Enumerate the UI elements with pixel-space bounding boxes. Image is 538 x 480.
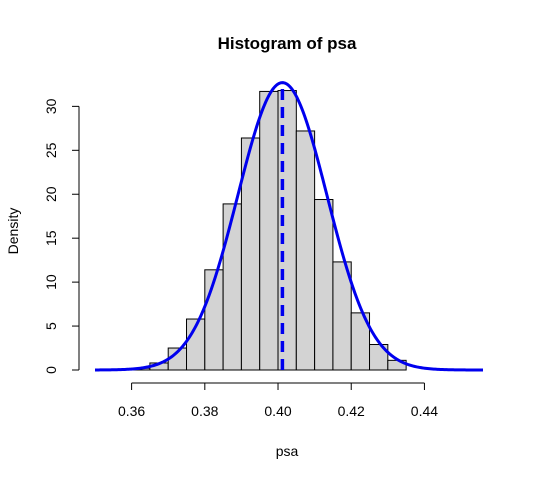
y-tick-label-3: 15 — [43, 230, 59, 246]
histogram-bar-12 — [350, 312, 371, 371]
x-tick-label-4: 0.44 — [411, 403, 438, 419]
y-tick-label-1: 5 — [43, 322, 59, 330]
y-tick-label-0: 0 — [43, 366, 59, 374]
y-tick-label-4: 20 — [43, 186, 59, 202]
density-curve — [94, 81, 484, 372]
x-tick-label-3: 0.42 — [338, 403, 365, 419]
histogram-bars — [131, 90, 407, 371]
histogram-bar-9 — [295, 130, 316, 371]
histogram-bar-5 — [222, 203, 242, 371]
x-tick-label-1: 0.38 — [191, 403, 218, 419]
y-axis: 0 5 10 15 20 25 30 — [43, 98, 80, 374]
y-tick-label-6: 30 — [43, 98, 59, 114]
histogram-bar-13 — [369, 344, 389, 371]
y-tick-label-2: 10 — [43, 274, 59, 290]
x-axis: 0.36 0.38 0.40 0.42 0.44 — [118, 382, 438, 419]
chart-title: Histogram of psa — [218, 34, 357, 53]
x-tick-label-2: 0.40 — [264, 403, 291, 419]
histogram-bar-7 — [259, 90, 279, 371]
histogram-bar-10 — [314, 199, 334, 371]
y-tick-label-5: 25 — [43, 142, 59, 158]
y-axis-label: Density — [5, 208, 21, 255]
density-curve-layer — [94, 81, 484, 372]
x-axis-label: psa — [276, 443, 299, 459]
x-tick-label-0: 0.36 — [118, 403, 145, 419]
